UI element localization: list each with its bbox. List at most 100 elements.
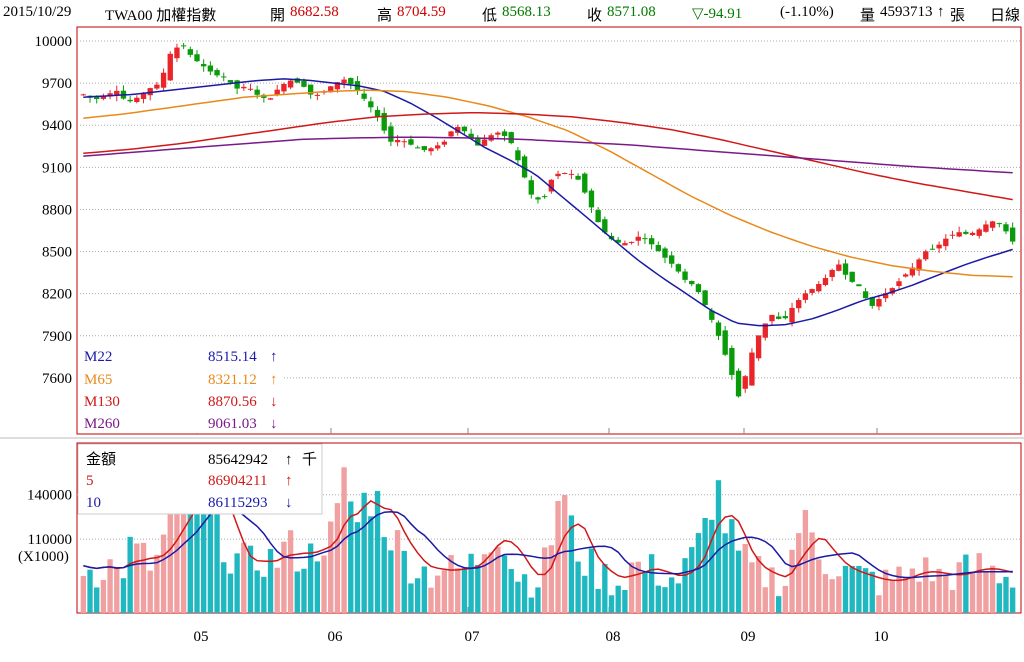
volume-bar	[903, 577, 909, 613]
candle-body	[742, 376, 748, 389]
volume-bar	[381, 537, 387, 613]
volume-bar	[481, 554, 488, 613]
quote-header: 2015/10/29 TWA00 加權指數 開 8682.58 高 8704.5…	[0, 0, 1024, 28]
month-tick-label: 05	[194, 629, 209, 645]
candle-body	[862, 291, 869, 299]
candle-body	[889, 288, 895, 294]
candle-body	[816, 284, 822, 292]
volume-bar	[455, 568, 461, 613]
candle-body	[709, 310, 715, 320]
candle-body	[669, 255, 675, 264]
volume-bar	[107, 559, 113, 613]
volume-bar	[996, 583, 1002, 613]
volume-bar	[983, 571, 989, 613]
m22-arrow-icon: ↑	[270, 349, 278, 365]
volume-bar	[261, 576, 267, 613]
candle-body	[1003, 224, 1009, 232]
ma5-legend-name: 5	[86, 473, 94, 489]
amount-legend-value: 85642942	[208, 452, 268, 468]
m130-line	[83, 111, 1013, 201]
volume-bar	[669, 577, 675, 613]
volume-bar	[94, 587, 100, 613]
ma10-arrow-icon: ↓	[285, 495, 293, 511]
volume-bar	[348, 501, 354, 613]
candle-body	[287, 80, 294, 88]
volume-bar	[388, 550, 394, 613]
candle-body	[201, 64, 207, 67]
candle-body	[976, 229, 982, 236]
volume-bar	[301, 568, 307, 613]
volume-bar	[501, 555, 508, 613]
volume-bar	[916, 581, 922, 613]
candle-body	[281, 84, 287, 92]
volume-bar	[568, 515, 575, 613]
candle-body	[107, 93, 113, 97]
candle-body	[381, 112, 387, 131]
volume-bar	[882, 569, 889, 613]
candle-body	[568, 173, 575, 175]
volume-bar	[247, 545, 254, 613]
volume-bar	[809, 532, 815, 613]
volume-bar	[80, 575, 87, 613]
volume-bar	[448, 555, 454, 613]
candle-body	[829, 269, 835, 278]
candle-body	[521, 156, 528, 178]
candle-body	[194, 54, 200, 62]
date-label: 2015/10/29	[3, 4, 72, 20]
candle-body	[782, 316, 789, 319]
candle-body	[682, 271, 688, 280]
candle-body	[501, 131, 508, 136]
volume-bar	[140, 542, 147, 613]
candle-body	[796, 300, 802, 309]
volume-bar	[134, 543, 140, 613]
volume-bar	[354, 522, 361, 613]
candle-body	[722, 330, 728, 355]
amount-legend-name: 金額	[86, 451, 116, 468]
candle-body	[274, 89, 280, 96]
volume-bar	[287, 530, 294, 613]
candle-body	[936, 244, 942, 249]
candle-body	[989, 221, 996, 228]
volume-bar	[816, 559, 822, 613]
candle-body	[154, 84, 160, 89]
volume-bar	[963, 554, 969, 613]
volume-bar	[675, 583, 682, 613]
volume-bar	[642, 571, 648, 613]
m130-legend-name: M130	[84, 394, 120, 410]
volume-bar	[274, 567, 280, 613]
volume-bar	[876, 595, 882, 613]
candle-body	[949, 234, 956, 236]
ma5-legend-value: 86904211	[208, 473, 267, 489]
volume-bar	[374, 490, 381, 613]
volume-bar	[314, 561, 321, 613]
candle-body	[642, 238, 648, 240]
volume-bar	[729, 519, 735, 613]
amount-arrow-icon: ↑	[285, 452, 293, 468]
price-legend-box	[78, 343, 283, 433]
price-tick-label: 9700	[42, 76, 72, 92]
candle-body	[635, 236, 641, 241]
candle-body	[916, 259, 922, 271]
volume-bar	[628, 562, 635, 613]
candle-body	[448, 131, 454, 137]
candle-body	[1009, 227, 1016, 242]
ma10-legend-name: 10	[86, 495, 101, 511]
candle-body	[428, 148, 434, 152]
volume-bar	[782, 585, 789, 613]
price-tick-label: 9400	[42, 118, 72, 134]
m260-arrow-icon: ↓	[270, 416, 278, 432]
volume-bar	[541, 547, 548, 613]
volume-bar	[956, 562, 962, 613]
volume-bar	[896, 566, 902, 613]
volume-bar	[755, 556, 762, 613]
open-value: 8682.58	[290, 4, 339, 20]
volume-bar	[468, 553, 474, 613]
candle-body	[495, 132, 501, 135]
volume-bar	[1003, 576, 1009, 613]
volume-bar	[595, 588, 601, 613]
volume-bar	[582, 575, 588, 613]
candle-body	[180, 45, 187, 47]
candle-body	[849, 271, 855, 282]
m22-legend-value: 8515.14	[208, 349, 257, 365]
volume-bar	[689, 547, 695, 613]
